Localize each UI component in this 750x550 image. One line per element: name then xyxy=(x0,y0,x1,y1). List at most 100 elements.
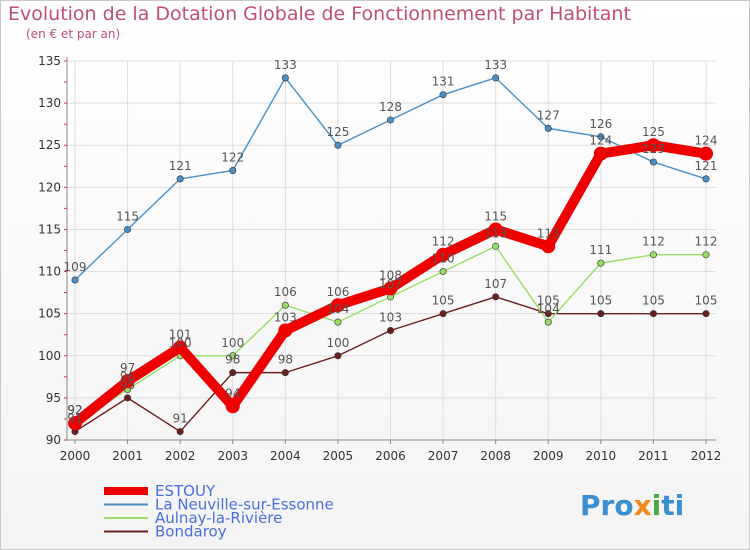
x-tick-label: 2006 xyxy=(375,449,406,463)
legend-label-0: ESTOUY xyxy=(155,482,216,500)
logo-part-3: i xyxy=(652,489,662,522)
data-label: 91 xyxy=(173,412,188,426)
data-point xyxy=(544,124,552,132)
data-point xyxy=(649,251,657,259)
data-label: 96 xyxy=(120,369,135,383)
data-point xyxy=(492,293,500,301)
data-point xyxy=(492,242,500,250)
data-label: 113 xyxy=(537,226,560,240)
data-label: 103 xyxy=(274,311,297,325)
data-point xyxy=(439,91,447,99)
data-point xyxy=(386,116,394,124)
data-point xyxy=(281,301,289,309)
logo-part-2: x xyxy=(634,489,652,522)
data-point xyxy=(281,369,289,377)
grid xyxy=(67,60,716,441)
x-tick-label: 2003 xyxy=(217,449,248,463)
data-point xyxy=(334,318,342,326)
data-point xyxy=(597,259,605,267)
data-label: 124 xyxy=(695,134,718,148)
data-label: 112 xyxy=(642,235,665,249)
data-label: 127 xyxy=(537,108,560,122)
y-tick-label: 105 xyxy=(38,307,61,321)
data-label: 98 xyxy=(278,353,293,367)
data-label: 115 xyxy=(484,209,507,223)
data-point xyxy=(68,416,82,431)
data-point xyxy=(124,394,132,402)
data-label: 124 xyxy=(589,134,612,148)
data-labels: 92 97 101 94 103 106 108 112 115 113 124 125 124 109 1… xyxy=(64,58,718,426)
data-label: 109 xyxy=(64,260,87,274)
data-point xyxy=(544,318,552,326)
y-tick-label: 135 xyxy=(38,54,61,68)
data-label: 106 xyxy=(326,285,349,299)
data-label: 105 xyxy=(642,294,665,308)
data-point xyxy=(334,141,342,149)
chart-title: Evolution de la Dotation Globale de Fonc… xyxy=(8,3,631,25)
data-point xyxy=(120,374,135,389)
x-tick-label: 2001 xyxy=(112,449,143,463)
data-point xyxy=(488,222,503,237)
data-point xyxy=(699,146,713,161)
data-label: 125 xyxy=(326,125,349,139)
data-point xyxy=(281,74,289,82)
data-label: 126 xyxy=(589,117,612,131)
data-label: 112 xyxy=(432,235,455,249)
data-label: 121 xyxy=(169,159,192,173)
data-point xyxy=(439,268,447,276)
data-point xyxy=(702,251,710,259)
logo-part-4: ti xyxy=(661,489,684,522)
data-point xyxy=(597,133,605,141)
y-tick-label: 130 xyxy=(38,96,61,110)
data-label: 103 xyxy=(379,311,402,325)
data-point xyxy=(436,247,451,262)
data-label: 101 xyxy=(169,327,192,341)
data-point xyxy=(386,327,394,335)
data-label: 100 xyxy=(326,336,349,350)
data-point xyxy=(229,352,237,360)
data-label: 100 xyxy=(169,336,192,350)
data-label: 92 xyxy=(67,403,82,417)
x-tick-label: 2002 xyxy=(165,449,196,463)
data-label: 115 xyxy=(116,209,139,223)
data-label: 97 xyxy=(120,361,135,375)
y-tick-label: 115 xyxy=(38,222,61,236)
data-label: 104 xyxy=(537,302,560,316)
svg-text:Proxiti: Proxiti xyxy=(580,489,684,522)
data-point xyxy=(649,158,657,166)
proxiti-logo: Proxiti xyxy=(580,489,684,522)
data-point xyxy=(173,340,188,355)
data-point xyxy=(334,352,342,360)
y-tick-label: 125 xyxy=(38,138,61,152)
data-point xyxy=(544,310,552,318)
data-point xyxy=(702,175,710,183)
data-point xyxy=(229,166,237,174)
data-label: 131 xyxy=(432,75,455,89)
data-point xyxy=(541,239,556,254)
data-point xyxy=(225,399,240,414)
data-label: 106 xyxy=(274,285,297,299)
data-label: 94 xyxy=(225,386,240,400)
data-label: 100 xyxy=(221,336,244,350)
data-label: 133 xyxy=(274,58,297,72)
data-label: 105 xyxy=(695,294,718,308)
data-point xyxy=(597,310,605,318)
data-point xyxy=(492,74,500,82)
y-tick-label: 100 xyxy=(38,349,61,363)
legend-label-1: La Neuville-sur-Essonne xyxy=(155,496,334,514)
data-label: 108 xyxy=(379,268,402,282)
data-point xyxy=(71,276,79,284)
data-point xyxy=(383,281,398,296)
data-point xyxy=(649,310,657,318)
data-label: 113 xyxy=(484,226,507,240)
y-tick-label: 95 xyxy=(46,391,61,405)
data-label: 104 xyxy=(326,302,349,316)
axes: 90 95 100 105 110 115 120 125 130 135 2000 2001 2002… xyxy=(38,54,721,463)
x-tick-label: 2010 xyxy=(586,449,617,463)
data-label: 128 xyxy=(379,100,402,114)
chart-subtitle: (en € et par an) xyxy=(26,27,121,41)
logo-part-1: Pro xyxy=(580,489,634,522)
